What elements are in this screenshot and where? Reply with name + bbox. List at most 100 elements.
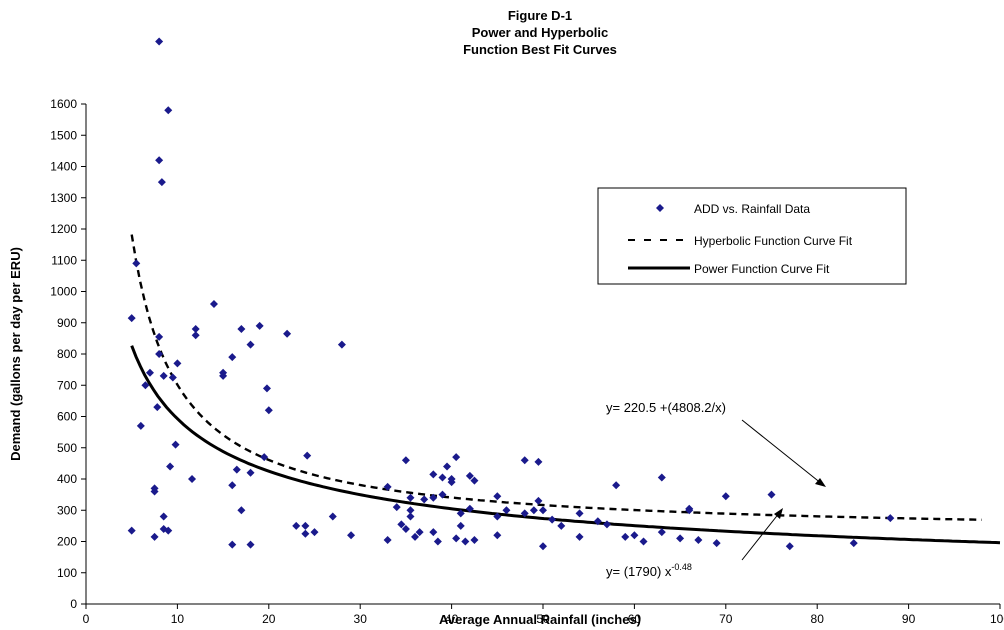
y-tick-label: 1000 (50, 285, 77, 299)
data-point (260, 453, 269, 462)
y-tick-label: 300 (57, 503, 77, 517)
annotation-power-arrow (741, 511, 781, 561)
x-tick-label: 80 (811, 612, 825, 626)
x-axis-title: Average Annual Rainfall (inches) (439, 612, 641, 627)
data-point (557, 521, 566, 530)
power-fit-curve (130, 345, 1001, 545)
data-point (429, 528, 438, 537)
legend: ADD vs. Rainfall Data Hyperbolic Functio… (597, 187, 907, 285)
data-point (155, 350, 164, 358)
annotation-hyperbolic-arrowhead (815, 478, 826, 487)
data-point (191, 331, 200, 340)
data-point (465, 504, 474, 513)
data-point (493, 492, 502, 501)
data-point (173, 359, 182, 368)
y-tick-label: 800 (57, 347, 77, 361)
data-point (347, 531, 356, 540)
x-tick-label: 50 (536, 612, 550, 626)
data-point (301, 529, 310, 538)
data-point (310, 528, 319, 537)
data-point (401, 456, 410, 465)
y-tick-label: 1300 (50, 191, 77, 205)
data-point (429, 470, 438, 479)
data-point (228, 353, 237, 362)
data-point (529, 506, 538, 515)
data-point (209, 300, 218, 308)
data-point (127, 314, 136, 323)
data-point (470, 476, 479, 485)
data-point (397, 520, 406, 529)
data-point (502, 506, 511, 515)
data-point (886, 514, 895, 523)
data-point (145, 368, 154, 377)
data-point (262, 384, 271, 393)
data-point (164, 526, 173, 535)
data-point (159, 371, 168, 380)
data-point (164, 106, 173, 115)
data-point (383, 482, 392, 491)
annotation-power-arrowhead (774, 508, 783, 519)
y-tick-label: 900 (57, 316, 77, 330)
chart-title-line-2: Power and Hyperbolic (472, 25, 609, 40)
data-point (228, 540, 237, 549)
data-point (456, 521, 465, 530)
data-point (849, 539, 858, 548)
data-point (155, 37, 164, 46)
data-point (228, 481, 237, 490)
data-point (639, 537, 648, 546)
data-point (534, 496, 543, 505)
data-point (612, 481, 621, 490)
data-point (166, 462, 175, 471)
data-point (237, 506, 246, 515)
x-tick-label: 70 (719, 612, 733, 626)
x-tick-label: 40 (445, 612, 459, 626)
data-point (283, 329, 292, 338)
data-point (438, 473, 447, 482)
data-point (420, 495, 429, 504)
data-point (438, 490, 447, 499)
data-point (171, 440, 180, 449)
y-tick-label: 1600 (50, 97, 77, 111)
data-point (132, 259, 141, 268)
data-point (433, 537, 442, 546)
y-tick-label: 1100 (51, 253, 77, 267)
y-tick-label: 500 (57, 441, 77, 455)
data-point (461, 537, 470, 546)
y-axis-title: Demand (gallons per day per ERU) (8, 247, 23, 461)
data-point (676, 534, 685, 543)
data-points (127, 37, 895, 551)
data-point (155, 156, 164, 165)
data-point (150, 484, 159, 493)
data-point (292, 521, 301, 530)
y-tick-label: 1200 (50, 222, 77, 236)
data-point (157, 178, 166, 187)
x-tick-label: 60 (628, 612, 642, 626)
data-point (191, 325, 200, 333)
data-point (255, 321, 264, 330)
y-tick-label: 600 (57, 410, 77, 424)
data-point (630, 531, 639, 540)
data-point (712, 539, 721, 548)
data-point (685, 506, 694, 515)
data-point (657, 473, 666, 482)
data-point (694, 535, 703, 544)
data-point (155, 332, 164, 341)
data-point (621, 532, 630, 541)
data-point (328, 512, 337, 521)
data-point (767, 490, 776, 499)
x-tick-label: 100 (990, 612, 1004, 626)
annotation-hyperbolic-equation: y= 220.5 +(4808.2/x) (606, 400, 726, 415)
y-tick-label: 0 (70, 597, 77, 611)
data-point (520, 456, 529, 465)
data-point (188, 475, 197, 483)
data-point (411, 532, 420, 541)
data-point (575, 509, 584, 518)
data-point (303, 451, 312, 460)
legend-label-power: Power Function Curve Fit (694, 262, 830, 276)
data-point (470, 535, 479, 544)
data-point (415, 528, 424, 537)
data-point (593, 517, 602, 526)
y-tick-label: 200 (57, 535, 77, 549)
data-point (534, 457, 543, 466)
